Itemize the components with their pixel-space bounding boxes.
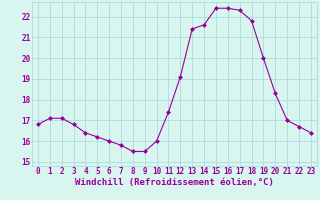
X-axis label: Windchill (Refroidissement éolien,°C): Windchill (Refroidissement éolien,°C): [75, 178, 274, 187]
